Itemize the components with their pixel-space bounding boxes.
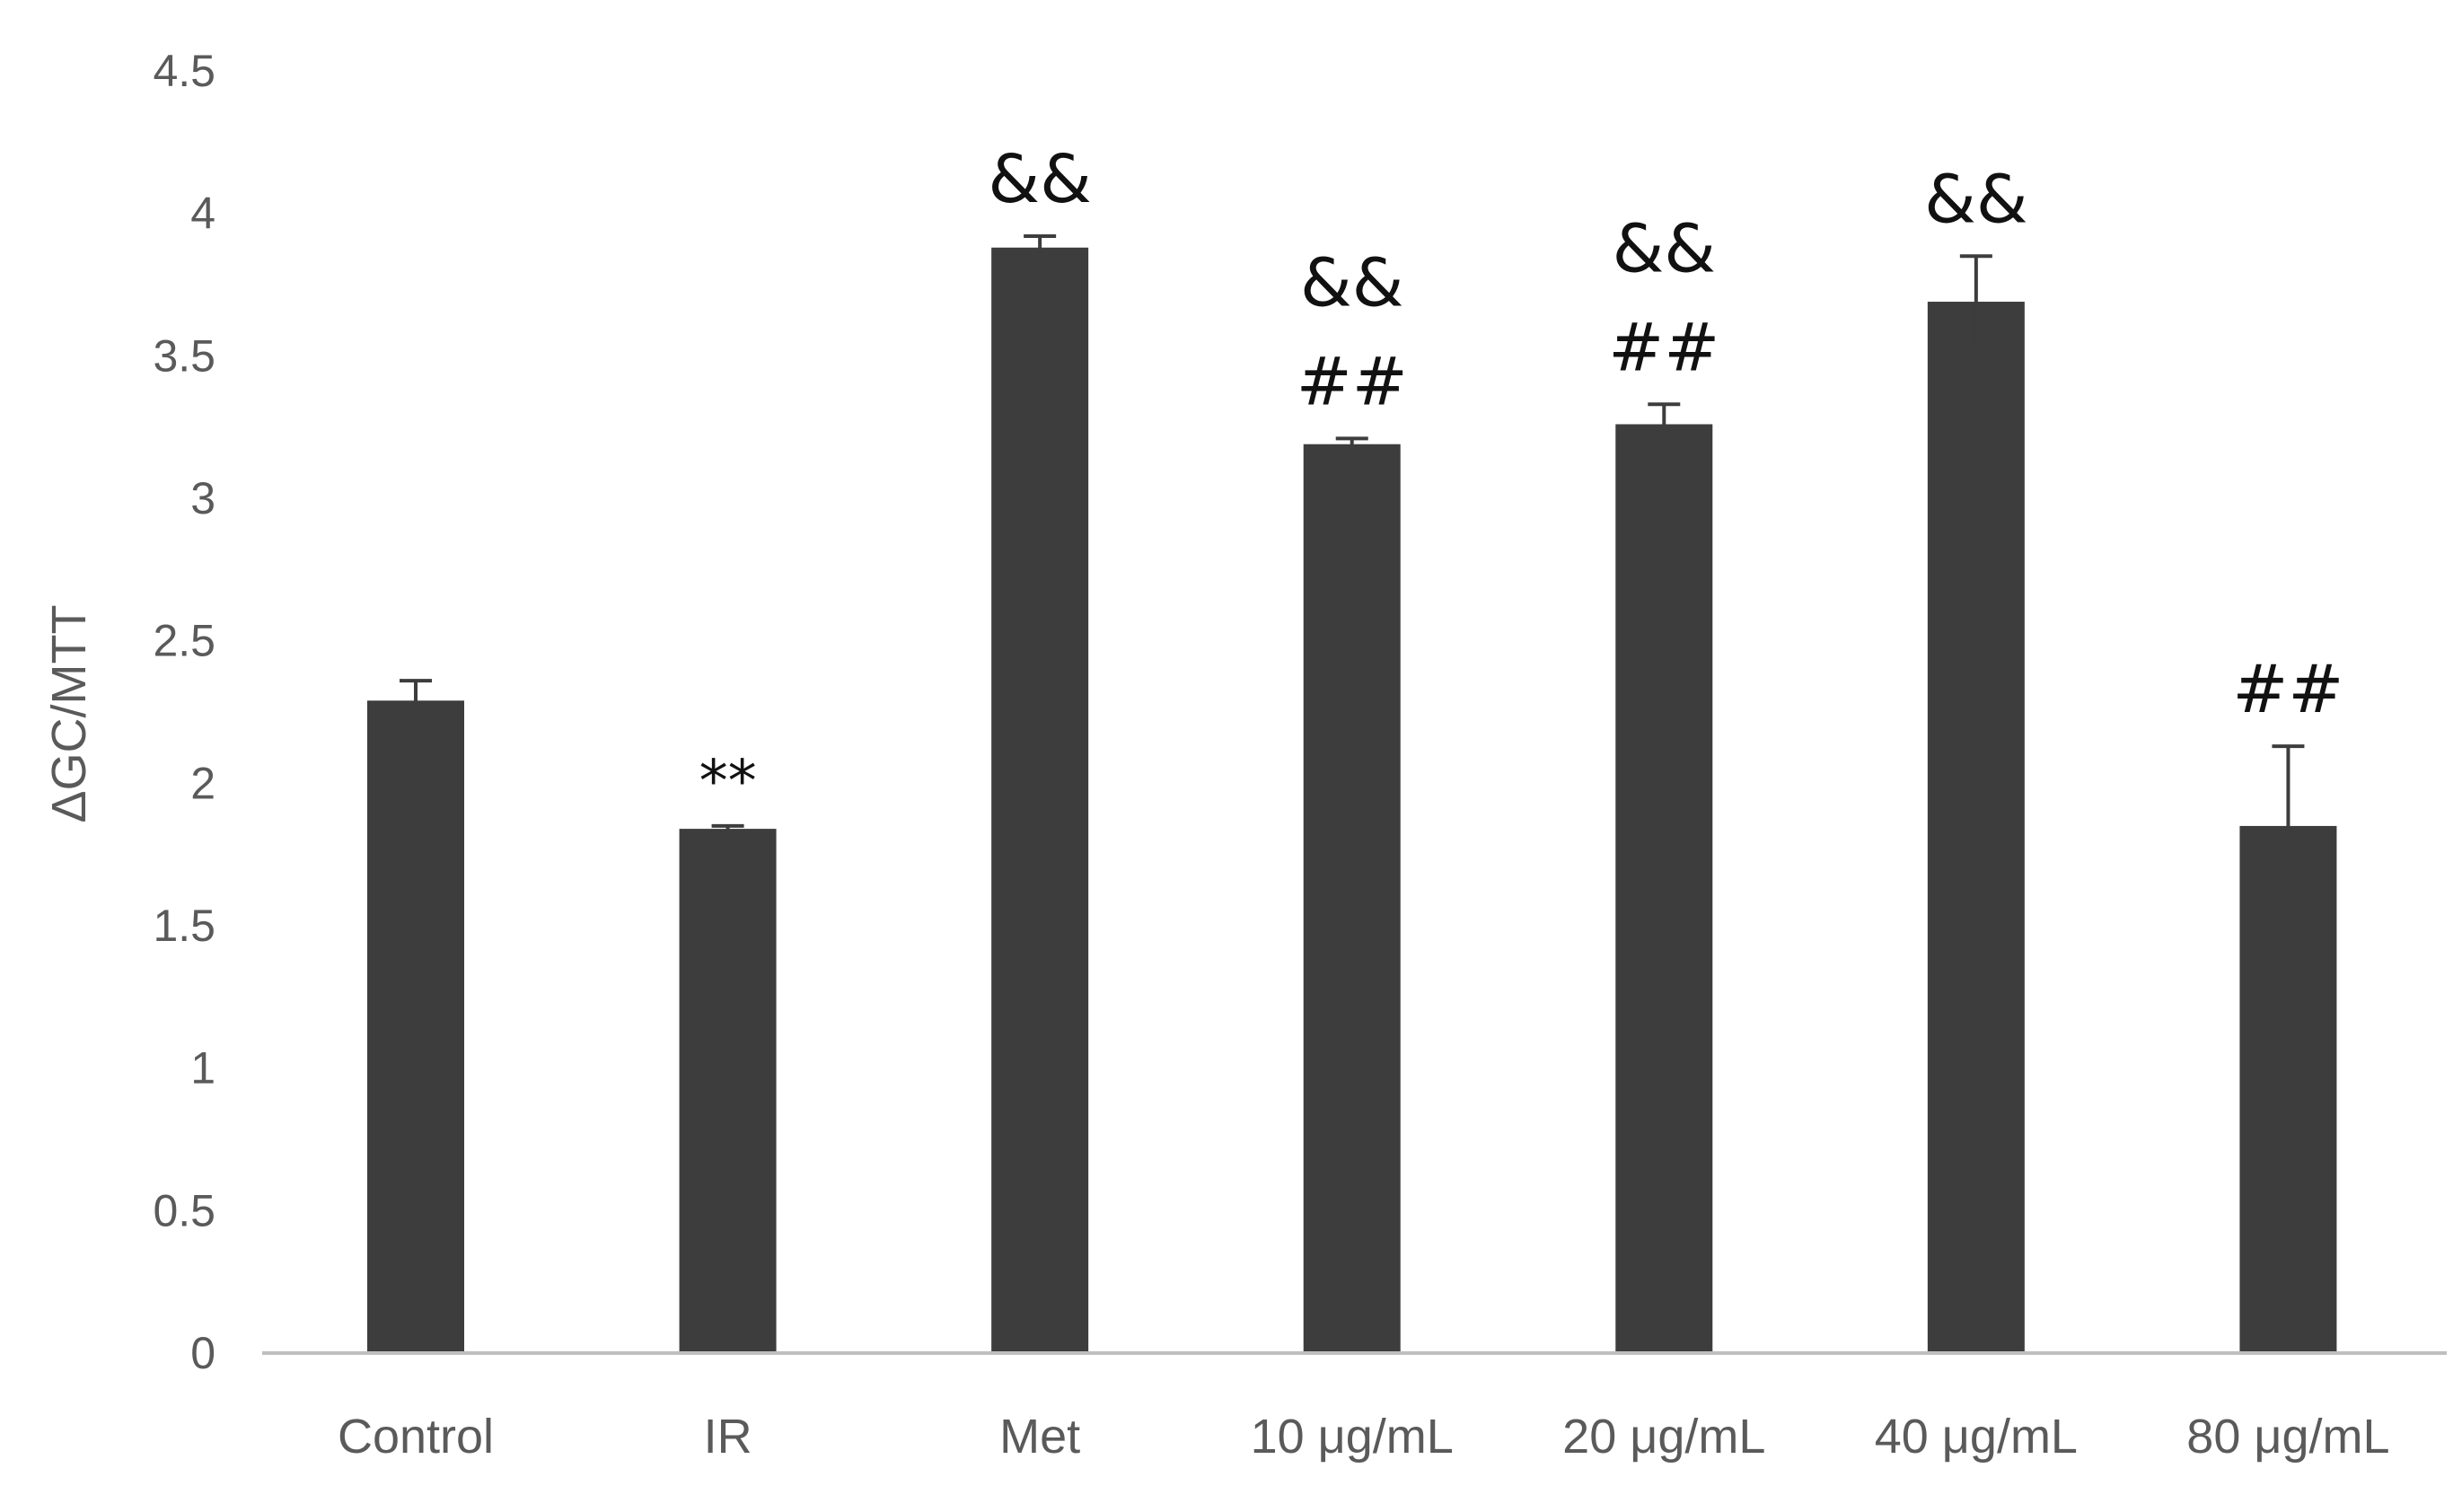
y-tick-label: 1.5 <box>153 901 215 951</box>
y-tick-label: 1 <box>190 1043 215 1094</box>
y-tick-label: 3.5 <box>153 330 215 381</box>
x-tick-label: 80 μg/mL <box>2186 1410 2389 1464</box>
significance-marker: && <box>1924 161 2027 238</box>
x-tick-label: 10 μg/mL <box>1251 1410 1454 1464</box>
bar <box>1927 302 2025 1353</box>
error-bar <box>1335 436 1368 453</box>
error-bars <box>400 234 2305 908</box>
significance-marker: && <box>988 141 1091 218</box>
y-axis-title: ΔGC/MTT <box>42 604 96 822</box>
significance-marker: ## <box>2232 651 2343 728</box>
bar <box>1303 444 1401 1353</box>
error-bar <box>711 823 744 834</box>
error-bar <box>1024 234 1057 261</box>
significance-marker: ## <box>1297 343 1408 420</box>
bar <box>2239 825 2337 1353</box>
bar <box>367 700 464 1353</box>
y-tick-label: 2 <box>190 758 215 808</box>
significance-annotations: ** && ## && ## && && ## <box>699 141 2344 815</box>
y-tick-label: 4 <box>190 189 215 239</box>
y-tick-label: 3 <box>190 473 215 523</box>
x-tick-label: Met <box>999 1410 1080 1464</box>
x-axis-labels: Control IR Met 10 μg/mL 20 μg/mL 40 μg/mL 80 μ… <box>338 1410 2390 1464</box>
y-axis-ticks: 0 0.5 1 1.5 2 2.5 3 3.5 4 4.5 <box>153 46 215 1378</box>
bar <box>679 829 777 1353</box>
bar <box>1615 424 1713 1353</box>
significance-marker: && <box>1613 210 1716 287</box>
x-tick-label: Control <box>338 1410 494 1464</box>
bar <box>991 247 1089 1353</box>
y-tick-label: 0 <box>190 1328 215 1378</box>
error-bar <box>1959 254 1992 349</box>
x-tick-label: 20 μg/mL <box>1562 1410 1765 1464</box>
error-bar <box>2272 744 2305 908</box>
error-bar <box>400 679 432 723</box>
significance-marker: && <box>1300 244 1403 321</box>
bars <box>367 247 2337 1353</box>
y-tick-label: 2.5 <box>153 616 215 666</box>
error-bar <box>1648 402 1681 446</box>
x-tick-label: IR <box>704 1410 752 1464</box>
y-tick-label: 0.5 <box>153 1185 215 1235</box>
y-tick-label: 4.5 <box>153 46 215 96</box>
significance-marker: ## <box>1608 309 1719 386</box>
x-tick-label: 40 μg/mL <box>1875 1410 2078 1464</box>
significance-marker: ** <box>699 749 757 815</box>
